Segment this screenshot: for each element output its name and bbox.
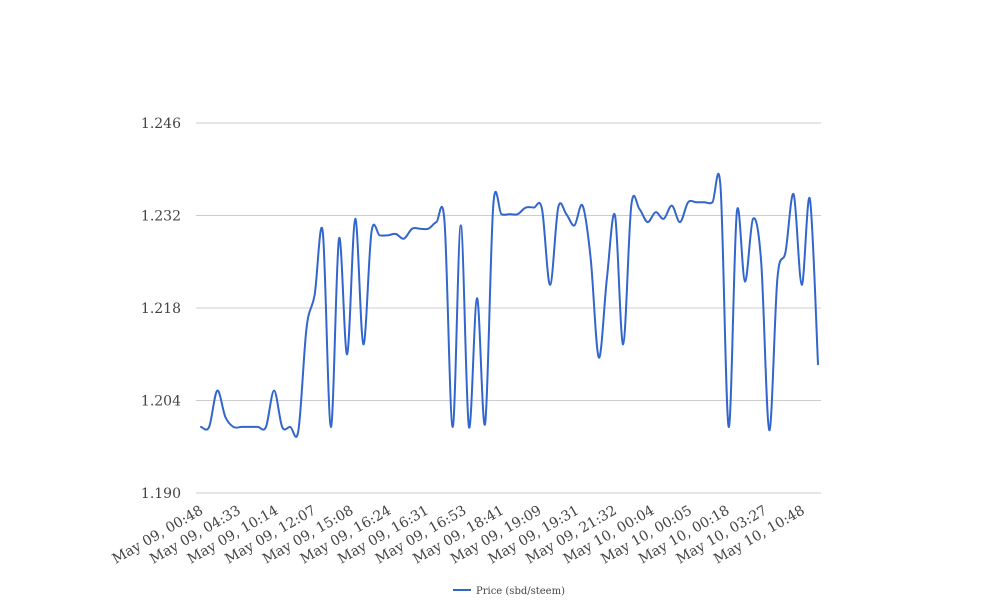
legend[interactable]: Price (sbd/steem) [453,586,565,597]
gridlines [196,122,821,494]
y-tick-label: 1.204 [141,394,181,410]
y-tick-label: 1.246 [141,116,181,132]
y-tick-label: 1.232 [141,209,181,225]
legend-label: Price (sbd/steem) [476,586,565,597]
y-axis-ticks: 1.190 1.204 1.218 1.232 1.246 [141,116,181,502]
y-tick-label: 1.218 [141,301,181,317]
series-line-price [200,172,819,438]
y-tick-label: 1.190 [141,486,181,502]
series-group [200,172,819,438]
